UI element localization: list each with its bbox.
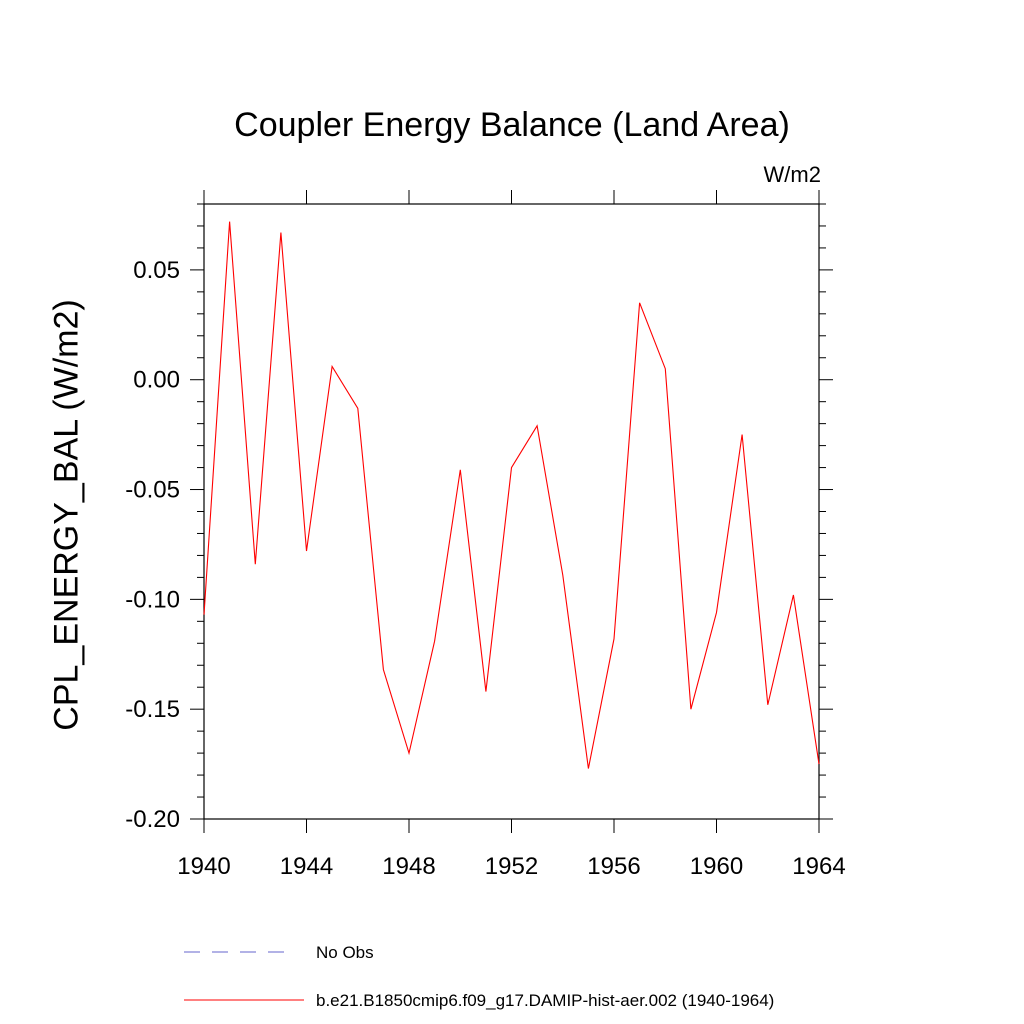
plot-frame — [203, 203, 820, 820]
legend: No Obs b.e21.B1850cmip6.f09_g17.DAMIP-his… — [184, 943, 774, 1010]
x-tick-label: 1940 — [177, 853, 230, 880]
y-tick-labels: 0.05 0.00 -0.05 -0.10 -0.15 -0.20 — [125, 257, 180, 833]
series-group — [203, 221, 820, 769]
y-tick-label: -0.15 — [125, 696, 180, 723]
y-tick-label: -0.05 — [125, 477, 180, 504]
x-tick-label: 1948 — [382, 853, 435, 880]
y-tick-label: 0.00 — [133, 367, 180, 394]
series-line — [203, 221, 820, 769]
x-tick-label: 1964 — [792, 853, 845, 880]
chart-title: Coupler Energy Balance (Land Area) — [234, 106, 790, 144]
y-tick-label: -0.10 — [125, 586, 180, 613]
axis-ticks — [190, 190, 833, 833]
y-tick-label: -0.20 — [125, 806, 180, 833]
x-tick-label: 1960 — [690, 853, 743, 880]
legend-label: b.e21.B1850cmip6.f09_g17.DAMIP-hist-aer.… — [316, 991, 774, 1010]
x-tick-label: 1952 — [485, 853, 538, 880]
y-tick-label: 0.05 — [133, 257, 180, 284]
x-tick-labels: 1940 1944 1948 1952 1956 1960 1964 — [177, 853, 845, 880]
x-tick-label: 1944 — [280, 853, 333, 880]
x-tick-label: 1956 — [587, 853, 640, 880]
y-axis-label: CPL_ENERGY_BAL (W/m2) — [47, 299, 86, 731]
units-label: W/m2 — [763, 162, 821, 187]
legend-label: No Obs — [316, 943, 374, 962]
